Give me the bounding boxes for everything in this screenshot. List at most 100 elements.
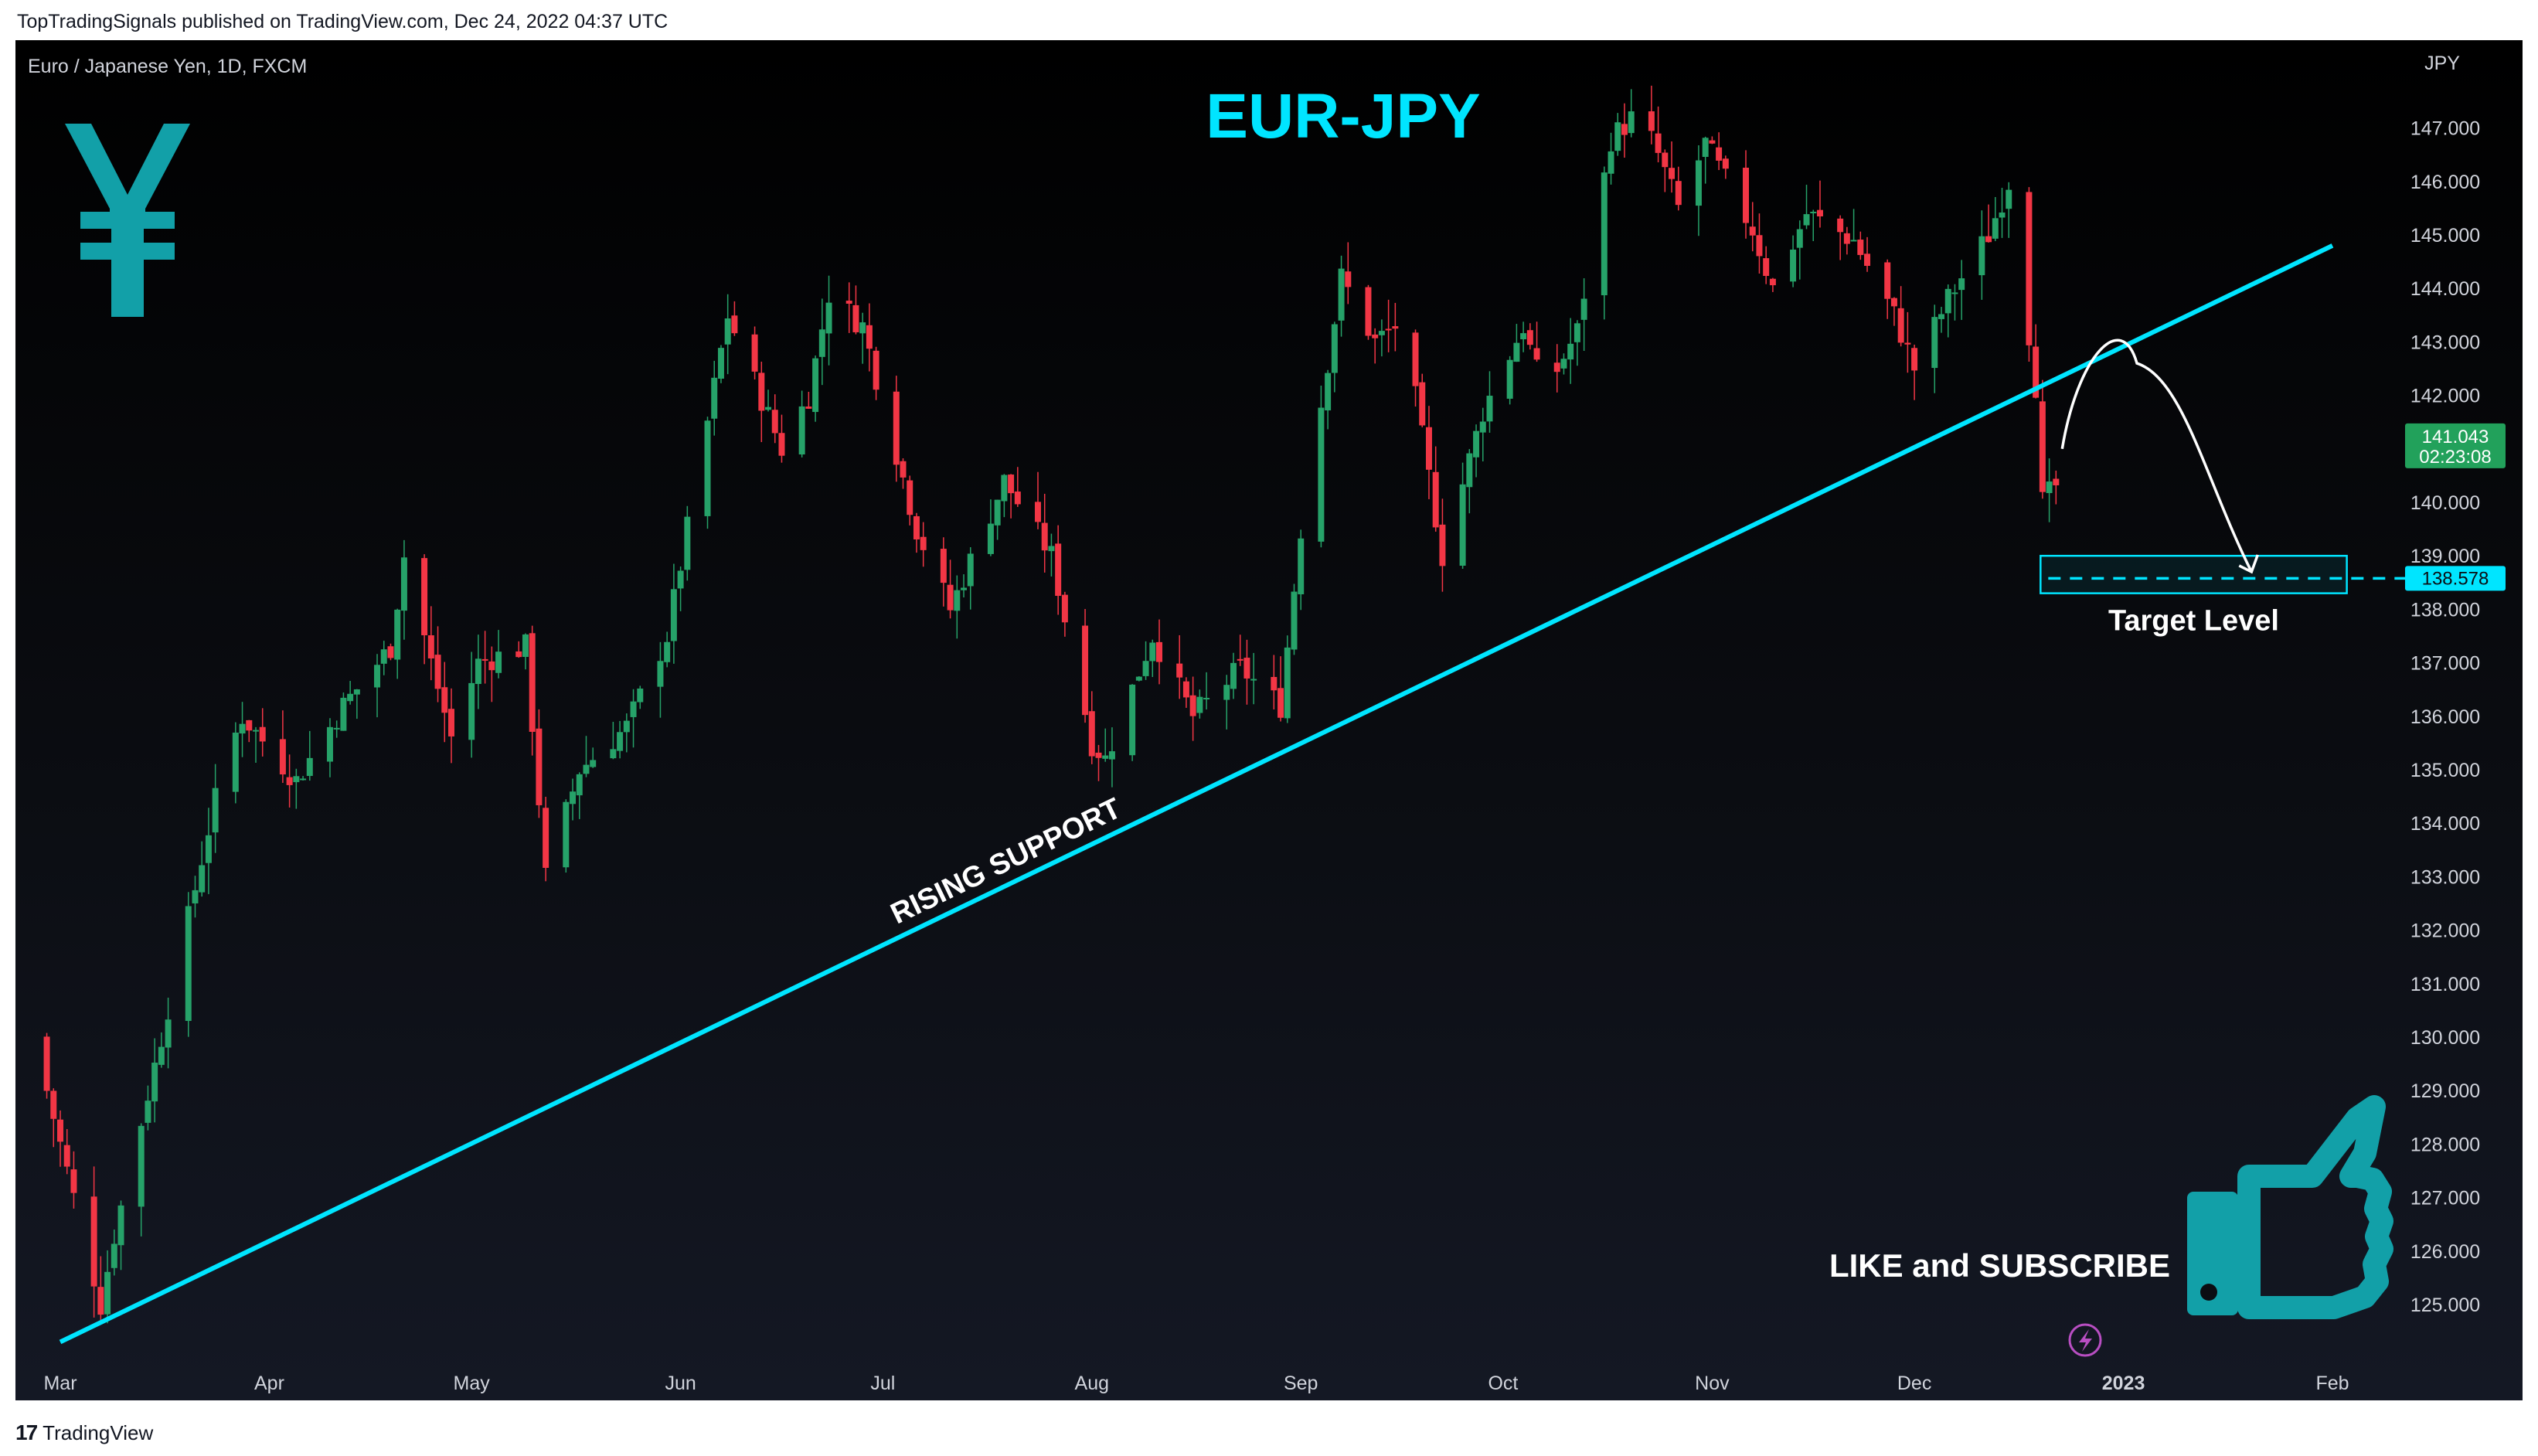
- candle[interactable]: [610, 722, 617, 760]
- candle[interactable]: [1298, 529, 1305, 611]
- lightning-icon[interactable]: [2068, 1323, 2102, 1357]
- candle[interactable]: [798, 390, 805, 458]
- candle[interactable]: [1061, 591, 1068, 637]
- chart-canvas[interactable]: RISING SUPPORT Target Level EUR-JPY Euro…: [15, 40, 2523, 1400]
- candle[interactable]: [1669, 141, 1676, 193]
- candle[interactable]: [657, 641, 664, 718]
- candle[interactable]: [1196, 689, 1203, 719]
- candle[interactable]: [63, 1129, 70, 1175]
- candle[interactable]: [1999, 188, 2006, 238]
- candle[interactable]: [1041, 493, 1048, 573]
- candle[interactable]: [1479, 407, 1486, 462]
- candle[interactable]: [1203, 672, 1210, 709]
- candle[interactable]: [1129, 684, 1136, 761]
- candle[interactable]: [590, 747, 597, 768]
- candle[interactable]: [374, 654, 381, 718]
- candle[interactable]: [239, 702, 246, 757]
- candle[interactable]: [2033, 324, 2040, 399]
- candle[interactable]: [515, 641, 522, 658]
- candle[interactable]: [212, 764, 219, 853]
- candle[interactable]: [333, 720, 340, 738]
- candle[interactable]: [1803, 185, 1810, 230]
- candle[interactable]: [1513, 324, 1520, 362]
- candle[interactable]: [987, 499, 994, 556]
- candle[interactable]: [421, 554, 428, 665]
- candle[interactable]: [670, 563, 677, 664]
- candle[interactable]: [852, 285, 859, 335]
- candle[interactable]: [1459, 462, 1466, 569]
- candle[interactable]: [1769, 277, 1776, 292]
- candle[interactable]: [2039, 379, 2046, 499]
- candle[interactable]: [1284, 635, 1291, 723]
- candle[interactable]: [246, 719, 253, 743]
- candle[interactable]: [731, 301, 738, 336]
- candle[interactable]: [1560, 353, 1567, 375]
- target-zone-box[interactable]: [2040, 554, 2348, 594]
- candle[interactable]: [293, 768, 300, 809]
- candle[interactable]: [185, 892, 192, 1037]
- time-axis[interactable]: Mar Apr May Jun Jul Aug Sep Oct Nov Dec 2023 Feb: [43, 1373, 2349, 1394]
- candle[interactable]: [1614, 113, 1621, 156]
- candle[interactable]: [1001, 474, 1008, 518]
- candle[interactable]: [677, 566, 684, 611]
- candle[interactable]: [812, 355, 819, 422]
- candle[interactable]: [1897, 286, 1904, 347]
- candle[interactable]: [2026, 187, 2033, 362]
- candle[interactable]: [563, 799, 570, 873]
- candle[interactable]: [1243, 639, 1250, 705]
- candle[interactable]: [1014, 467, 1021, 507]
- candle[interactable]: [1843, 226, 1850, 255]
- candle[interactable]: [1345, 242, 1352, 304]
- candle[interactable]: [1095, 744, 1102, 781]
- candle[interactable]: [1318, 385, 1325, 548]
- candle[interactable]: [1709, 136, 1716, 145]
- candle[interactable]: [1958, 260, 1965, 320]
- candle[interactable]: [1675, 166, 1682, 211]
- candle[interactable]: [1291, 583, 1298, 655]
- candle[interactable]: [481, 631, 488, 684]
- candle[interactable]: [1884, 259, 1891, 319]
- candle[interactable]: [1034, 471, 1041, 529]
- candle[interactable]: [1567, 318, 1574, 384]
- candle[interactable]: [1108, 727, 1115, 788]
- rising-support-line[interactable]: [59, 243, 2334, 1345]
- candle[interactable]: [1237, 634, 1243, 666]
- candle[interactable]: [1250, 652, 1257, 705]
- candle[interactable]: [1790, 235, 1797, 287]
- candle[interactable]: [340, 692, 347, 731]
- candle[interactable]: [138, 1123, 145, 1237]
- candle[interactable]: [1008, 474, 1015, 519]
- candle[interactable]: [1486, 371, 1493, 433]
- candle[interactable]: [1392, 302, 1399, 352]
- candle[interactable]: [326, 718, 333, 777]
- candle[interactable]: [475, 634, 481, 709]
- candle[interactable]: [1526, 323, 1533, 350]
- candle[interactable]: [300, 776, 307, 781]
- candle[interactable]: [900, 458, 907, 489]
- candle[interactable]: [637, 685, 644, 709]
- candle[interactable]: [1182, 677, 1189, 708]
- candle[interactable]: [1432, 446, 1439, 532]
- candle[interactable]: [347, 681, 354, 705]
- candle[interactable]: [866, 303, 873, 372]
- candle[interactable]: [543, 796, 549, 882]
- candle[interactable]: [1695, 145, 1702, 236]
- candle[interactable]: [1938, 307, 1945, 333]
- candle[interactable]: [1796, 220, 1803, 280]
- candle[interactable]: [1278, 656, 1284, 722]
- candle[interactable]: [306, 730, 313, 781]
- candle[interactable]: [954, 575, 961, 639]
- candle[interactable]: [1372, 328, 1379, 364]
- candle[interactable]: [825, 275, 832, 366]
- candle[interactable]: [920, 522, 927, 567]
- candle[interactable]: [1702, 136, 1709, 184]
- candle[interactable]: [522, 633, 529, 670]
- candle[interactable]: [394, 608, 401, 679]
- candle[interactable]: [2053, 471, 2060, 505]
- candle[interactable]: [1533, 321, 1540, 362]
- candle[interactable]: [2006, 182, 2012, 238]
- candle[interactable]: [1331, 321, 1338, 393]
- candle[interactable]: [1573, 320, 1580, 366]
- candle[interactable]: [1473, 424, 1480, 478]
- candle[interactable]: [151, 1038, 158, 1123]
